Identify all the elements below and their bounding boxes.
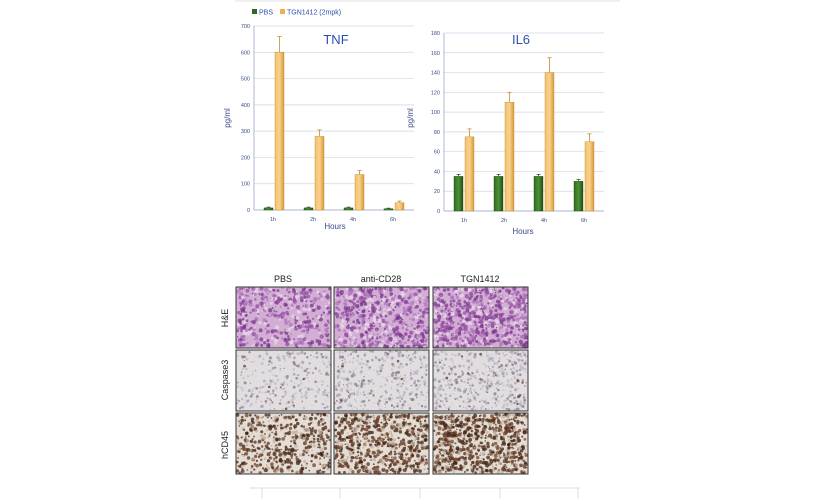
tnf-y-tick-label: 400 xyxy=(241,103,250,109)
il6-x-tick-label: 6h xyxy=(581,218,587,224)
tnf-x-tick-label: 4h xyxy=(350,217,356,223)
il6-y-tick-label: 40 xyxy=(434,169,440,175)
il6-y-tick-label: 0 xyxy=(437,209,440,215)
tnf-bar-tgn1412 xyxy=(314,136,325,211)
legend-label-tgn1412: TGN1412 (2mpk) xyxy=(287,10,341,17)
bottom-divider xyxy=(250,487,580,498)
tnf-bar-tgn1412 xyxy=(394,202,405,211)
il6-chart: IL6 pg/ml Hours 0 20 40 60 80 100 120 140 160 180… xyxy=(406,31,604,236)
il6-bar-tgn1412 xyxy=(584,141,595,212)
histology-texture xyxy=(433,287,528,348)
il6-x-axis-label: Hours xyxy=(512,227,533,236)
tnf-bar-tgn1412 xyxy=(354,174,365,211)
il6-y-tick-label: 120 xyxy=(431,90,440,96)
histology-image-caspase3-pbs xyxy=(235,349,332,412)
il6-bar-pbs xyxy=(573,181,584,212)
tnf-y-axis-label: pg/ml xyxy=(223,108,232,128)
tnf-bar-pbs xyxy=(343,207,354,211)
histology-row-label-he: H&E xyxy=(220,309,230,328)
tnf-y-tick-label: 500 xyxy=(241,77,250,83)
histology-texture xyxy=(236,287,331,348)
tnf-bar-pbs xyxy=(303,207,314,211)
il6-bar-pbs xyxy=(453,176,464,212)
tnf-y-tick-label: 300 xyxy=(241,129,250,135)
histology-image-h-e-pbs xyxy=(235,286,332,349)
legend: PBS TGN1412 (2mpk) xyxy=(252,9,341,17)
legend-label-pbs: PBS xyxy=(259,10,273,17)
tnf-x-tick-label: 2h xyxy=(310,217,316,223)
tnf-x-axis-label: Hours xyxy=(324,222,345,231)
histology-texture xyxy=(334,413,429,474)
histology-texture xyxy=(433,413,528,474)
tnf-chart-title: TNF xyxy=(323,32,348,47)
histology-tile-border xyxy=(432,286,529,349)
il6-x-tick-label: 1h xyxy=(461,218,467,224)
histology-tile-border xyxy=(235,349,332,412)
tnf-y-tick-label: 100 xyxy=(241,182,250,188)
tnf-bar-pbs xyxy=(383,208,394,211)
histology-column-label-anti-cd28: anti-CD28 xyxy=(361,274,402,284)
tnf-y-tick-label: 200 xyxy=(241,155,250,161)
tnf-bar-pbs xyxy=(263,207,274,211)
il6-x-tick-label: 4h xyxy=(541,218,547,224)
tnf-chart: TNF pg/ml Hours 0 100 200 300 400 500 600 700 1h… xyxy=(223,24,414,231)
histology-panel: PBS anti-CD28 TGN1412 H&E Caspase3 hCD45 xyxy=(220,274,529,475)
tnf-x-tick-label: 6h xyxy=(390,217,396,223)
histology-image-hcd45-anti-cd28 xyxy=(333,412,430,475)
il6-y-tick-label: 60 xyxy=(434,150,440,156)
il6-chart-title: IL6 xyxy=(512,32,530,47)
histology-tile-border xyxy=(333,286,430,349)
histology-texture xyxy=(433,350,528,411)
histology-texture xyxy=(236,413,331,474)
histology-column-label-tgn1412: TGN1412 xyxy=(460,274,499,284)
tnf-y-tick-label: 700 xyxy=(241,24,250,30)
il6-bar-pbs xyxy=(533,176,544,212)
il6-y-tick-label: 140 xyxy=(431,71,440,77)
il6-y-tick-label: 180 xyxy=(431,31,440,37)
histology-image-hcd45-tgn1412 xyxy=(432,412,529,475)
il6-y-tick-label: 100 xyxy=(431,110,440,116)
il6-bar-tgn1412 xyxy=(464,136,475,212)
il6-y-tick-label: 20 xyxy=(434,189,440,195)
histology-column-label-pbs: PBS xyxy=(274,274,292,284)
legend-swatch-pbs xyxy=(252,9,257,14)
il6-bar-tgn1412 xyxy=(504,102,515,212)
il6-y-tick-label: 80 xyxy=(434,130,440,136)
histology-texture xyxy=(236,350,331,411)
histology-image-caspase3-tgn1412 xyxy=(432,349,529,412)
histology-image-h-e-tgn1412 xyxy=(432,286,529,349)
histology-row-label-caspase3: Caspase3 xyxy=(220,360,230,401)
tnf-bar-tgn1412 xyxy=(274,52,285,211)
histology-texture xyxy=(334,287,429,348)
legend-swatch-tgn1412 xyxy=(280,9,285,14)
il6-bar-tgn1412 xyxy=(544,72,555,212)
histology-tile-border xyxy=(333,349,430,412)
il6-bar-pbs xyxy=(493,176,504,212)
histology-image-caspase3-anti-cd28 xyxy=(333,349,430,412)
histology-texture xyxy=(334,350,429,411)
tnf-y-tick-label: 600 xyxy=(241,50,250,56)
tnf-y-tick-label: 0 xyxy=(247,208,250,214)
histology-image-hcd45-pbs xyxy=(235,412,332,475)
il6-x-tick-label: 2h xyxy=(501,218,507,224)
il6-y-tick-label: 160 xyxy=(431,51,440,57)
histology-image-h-e-anti-cd28 xyxy=(333,286,430,349)
tnf-x-tick-label: 1h xyxy=(270,217,276,223)
il6-y-axis-label: pg/ml xyxy=(406,108,415,128)
histology-tile-border xyxy=(235,286,332,349)
histology-row-label-hcd45: hCD45 xyxy=(220,431,230,459)
